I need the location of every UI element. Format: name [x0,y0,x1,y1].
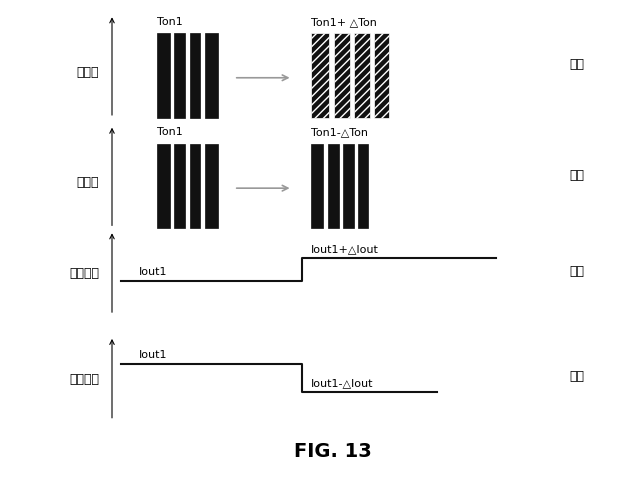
Bar [174,34,185,118]
Text: FIG. 13: FIG. 13 [294,442,372,461]
Bar [189,144,200,228]
Text: 出力電流: 出力電流 [69,267,99,280]
Bar [343,144,354,228]
Text: Ton1-△Ton: Ton1-△Ton [310,128,367,137]
Text: パルス: パルス [77,176,99,190]
Text: Iout1+△Iout: Iout1+△Iout [310,245,378,254]
Text: Iout1: Iout1 [139,267,168,277]
Bar [355,34,370,118]
Text: Iout1: Iout1 [139,350,168,360]
Bar [157,144,170,228]
Bar [374,34,390,118]
Bar [310,144,323,228]
Text: 時間: 時間 [570,58,584,72]
Bar [335,34,350,118]
Bar [205,34,218,118]
Bar [157,34,170,118]
Text: パルス: パルス [77,66,99,79]
Bar [174,144,185,228]
Bar [358,144,368,228]
Text: Iout1-△Iout: Iout1-△Iout [310,379,373,389]
Bar [189,34,200,118]
Text: 時間: 時間 [570,370,584,384]
Text: Ton1: Ton1 [157,17,183,27]
Text: 時間: 時間 [570,264,584,278]
Text: Ton1+ △Ton: Ton1+ △Ton [310,17,376,27]
Bar [328,144,339,228]
Text: 時間: 時間 [570,168,584,182]
Text: 出力電流: 出力電流 [69,372,99,386]
Bar [310,34,330,118]
Bar [205,144,218,228]
Text: Ton1: Ton1 [157,128,183,137]
